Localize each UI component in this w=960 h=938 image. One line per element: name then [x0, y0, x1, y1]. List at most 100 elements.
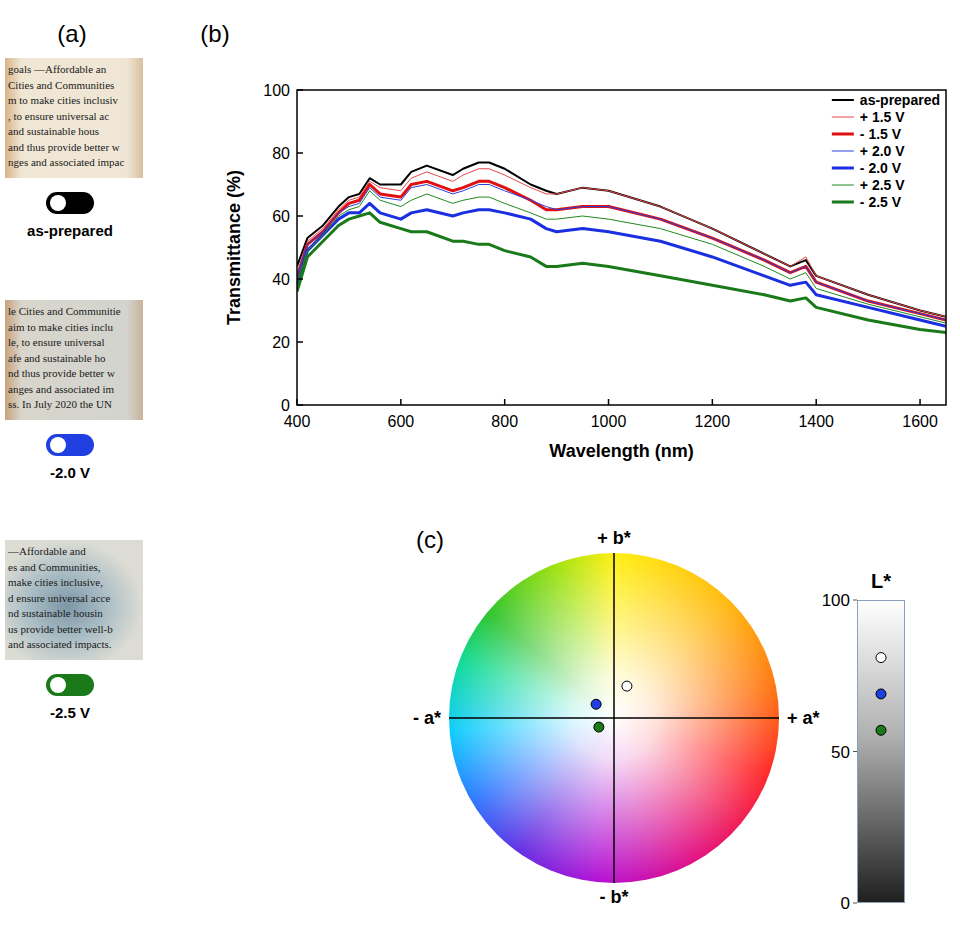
- photo-text: and associated impacts.: [8, 637, 140, 653]
- photo: goals —Affordable anCities and Communiti…: [5, 58, 143, 178]
- photo-text: —Affordable and: [8, 544, 140, 560]
- tick: [853, 600, 857, 601]
- axis-title: Transmittance (%): [224, 170, 244, 325]
- legend-label: + 2.5 V: [860, 177, 905, 193]
- axis-line: [613, 553, 615, 883]
- photo-text: nd thus provide better w: [8, 366, 140, 382]
- series-line: [297, 181, 946, 320]
- photo-text: us provide better well-b: [8, 622, 140, 638]
- axis-title: - a*: [413, 708, 441, 728]
- toggle-knob: [50, 195, 66, 211]
- plot-frame: [297, 90, 946, 405]
- tick-label: 1600: [902, 413, 938, 430]
- tick: [712, 399, 714, 405]
- tick-label: 80: [272, 145, 290, 162]
- lightness-point: [876, 689, 886, 699]
- toggle: [46, 434, 94, 456]
- tick: [400, 399, 402, 405]
- legend: as-prepared+ 1.5 V- 1.5 V+ 2.0 V- 2.0 V+…: [832, 92, 940, 210]
- photo-text: aim to make cities inclu: [8, 320, 140, 336]
- legend-label: - 1.5 V: [860, 126, 902, 142]
- legend-label: - 2.5 V: [860, 194, 902, 210]
- photo-text: d ensure universal acce: [8, 591, 140, 607]
- legend-swatch: [832, 99, 854, 101]
- wheel-points: [591, 681, 632, 732]
- tick: [296, 399, 298, 405]
- photo-text: and sustainable hous: [8, 124, 140, 140]
- plot-lines: [297, 162, 946, 332]
- photo-text: goals —Affordable an: [8, 62, 140, 78]
- lightness-point: [876, 725, 886, 735]
- tick-label: 100: [263, 82, 290, 99]
- photo-text: Cities and Communities: [8, 78, 140, 94]
- photo-text: le Cities and Communitie: [8, 304, 140, 320]
- toggle-knob: [50, 437, 66, 453]
- tick-label: 1000: [591, 413, 627, 430]
- lightness-bar: [857, 600, 905, 903]
- legend-label: + 1.5 V: [860, 109, 905, 125]
- tick: [297, 341, 303, 343]
- series-line: [297, 191, 946, 323]
- legend-swatch: [832, 133, 854, 136]
- tick-label: 0: [281, 397, 290, 414]
- photo-text: le, to ensure universal: [8, 335, 140, 351]
- tick: [919, 399, 921, 405]
- photo-label: -2.5 V: [50, 704, 90, 721]
- tick-label: 0: [841, 894, 850, 913]
- tick-label: 20: [272, 334, 290, 351]
- photo-label: as-prepared: [27, 222, 113, 239]
- tick: [815, 399, 817, 405]
- tick-label: 600: [387, 413, 414, 430]
- tick-label: 1200: [695, 413, 731, 430]
- legend-swatch: [832, 151, 854, 152]
- photo-text: and thus provide better w: [8, 140, 140, 156]
- color-point: [622, 681, 632, 691]
- tick-label: 50: [831, 743, 850, 762]
- toggle: [46, 192, 94, 214]
- tick: [297, 89, 303, 91]
- photo: le Cities and Communitieaim to make citi…: [5, 300, 143, 420]
- axis-title: - b*: [600, 887, 629, 907]
- series-line: [297, 213, 946, 333]
- toggle-knob: [50, 677, 66, 693]
- legend-label: as-prepared: [860, 92, 940, 108]
- legend-label: - 2.0 V: [860, 160, 902, 176]
- photo-text: anges and associated im: [8, 382, 140, 398]
- tick: [297, 152, 303, 154]
- tick-label: 60: [272, 208, 290, 225]
- photo-text: afe and sustainable ho: [8, 351, 140, 367]
- tick: [608, 399, 610, 405]
- legend-swatch: [832, 117, 854, 118]
- tick-label: 400: [284, 413, 311, 430]
- toggle: [46, 674, 94, 696]
- tick: [853, 903, 857, 904]
- photo-text: make cities inclusive,: [8, 575, 140, 591]
- photo-text: nd sustainable housin: [8, 606, 140, 622]
- tick-label: 100: [822, 591, 850, 610]
- photo-text: , to ensure universal ac: [8, 109, 140, 125]
- legend-swatch: [832, 167, 854, 170]
- lightness-point: [876, 653, 886, 663]
- tick: [504, 399, 506, 405]
- tick-label: 800: [491, 413, 518, 430]
- legend-swatch: [832, 201, 854, 204]
- legend-swatch: [832, 185, 854, 186]
- photo-text: ss. In July 2020 the UN: [8, 397, 140, 413]
- photo-text: nges and associated impac: [8, 155, 140, 171]
- tick: [297, 404, 303, 406]
- panel-label: (b): [200, 20, 229, 47]
- axis-title: + b*: [597, 528, 631, 548]
- tick: [297, 215, 303, 217]
- panel-label: (a): [57, 20, 86, 47]
- photo: —Affordable andes and Communities,make c…: [5, 540, 143, 660]
- tick: [297, 278, 303, 280]
- figure: (a)(b)(c)as-prepared-2.0 V-2.5 V40060080…: [0, 0, 960, 938]
- color-point: [594, 722, 604, 732]
- axis-title: + a*: [787, 708, 820, 728]
- photo-text: es and Communities,: [8, 560, 140, 576]
- tick-label: 40: [272, 271, 290, 288]
- tick: [853, 751, 857, 752]
- photo-label: -2.0 V: [50, 464, 90, 481]
- tick-label: 1400: [798, 413, 834, 430]
- lightness-points: [876, 653, 886, 736]
